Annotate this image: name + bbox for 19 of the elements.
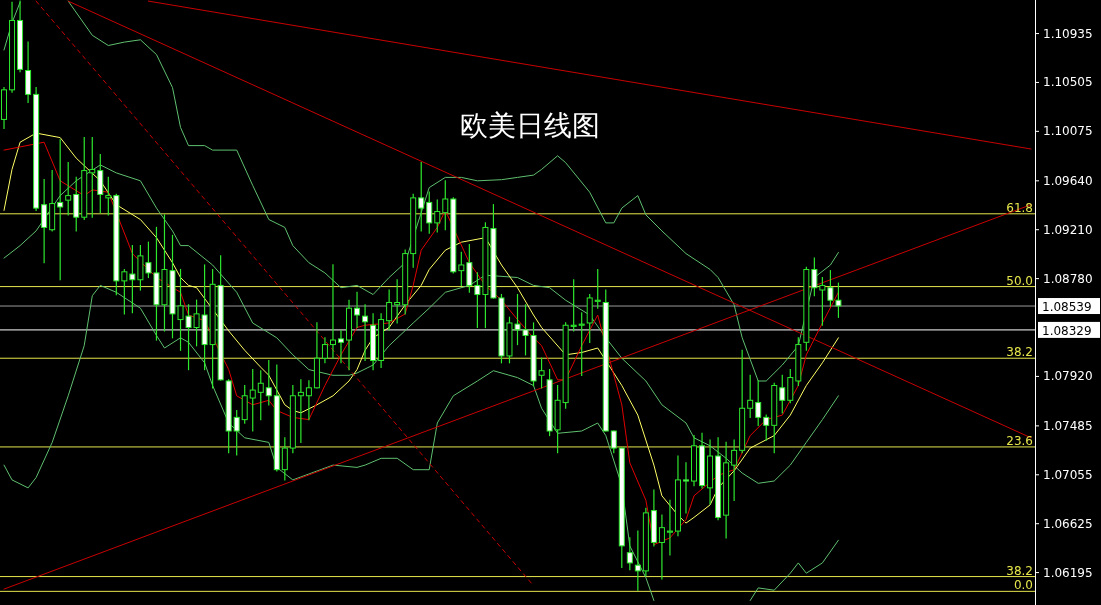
y-tick-label: 1.07055 (1043, 467, 1093, 482)
y-tick-label: 1.08780 (1043, 271, 1093, 286)
y-tick-label: 1.07920 (1043, 369, 1093, 384)
y-tick-label: 1.09640 (1043, 173, 1093, 188)
ref-line-label: 1.08329 (1042, 323, 1092, 338)
annotation: 23.6 (1006, 433, 1033, 448)
annotation: 0.0 (1013, 578, 1033, 593)
y-tick-label: 1.10505 (1043, 75, 1093, 90)
annotation: 50.0 (1006, 273, 1033, 288)
ref-line-label: 1.08539 (1042, 300, 1092, 315)
y-tick-label: 1.06625 (1043, 516, 1093, 531)
y-tick-label: 1.07485 (1043, 418, 1093, 433)
annotation: 38.2 (1006, 563, 1033, 578)
y-tick-label: 1.10935 (1043, 26, 1093, 41)
y-tick-label: 1.06195 (1043, 565, 1093, 580)
y-tick-label: 1.09210 (1043, 222, 1093, 237)
annotation: 38.2 (1006, 345, 1033, 360)
text: 欧美日线图 (460, 109, 600, 142)
y-tick-label: 1.10075 (1043, 124, 1093, 139)
